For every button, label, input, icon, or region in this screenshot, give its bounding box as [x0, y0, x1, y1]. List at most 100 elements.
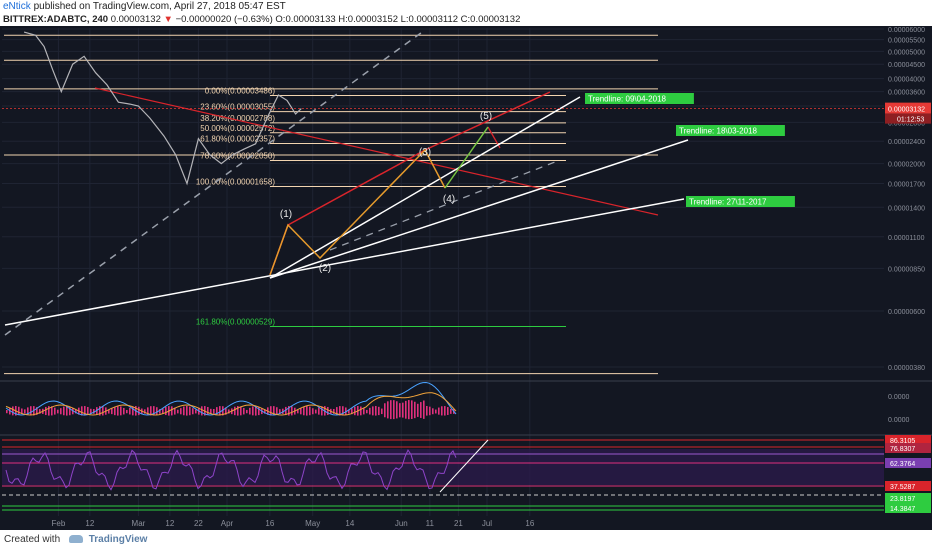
- macd-histogram-bar: [183, 406, 185, 416]
- x-tick-label: Apr: [221, 519, 234, 528]
- y-tick-label: 0.00000380: [888, 365, 925, 372]
- y-tick-label: 0.00001100: [888, 235, 925, 242]
- rsi-tick-label: 86.3105: [890, 438, 915, 445]
- macd-histogram-bar: [423, 400, 425, 419]
- macd-histogram-bar: [438, 407, 440, 415]
- macd-histogram-bar: [417, 403, 419, 417]
- macd-histogram-bar: [402, 402, 404, 418]
- macd-histogram-bar: [315, 409, 317, 414]
- macd-histogram-bar: [336, 407, 338, 415]
- macd-histogram-bar: [432, 408, 434, 415]
- fib-level-label: 78.60%(0.00002050): [200, 152, 275, 161]
- wave-label: (3): [419, 147, 431, 158]
- macd-histogram-bar: [279, 409, 281, 414]
- rsi-band: [2, 449, 884, 485]
- macd-histogram-bar: [246, 409, 248, 414]
- macd-histogram-bar: [120, 406, 122, 416]
- x-tick-label: 22: [194, 519, 203, 528]
- rsi-tick-badge: [885, 481, 931, 491]
- macd-histogram-bar: [342, 406, 344, 416]
- fib-level-label: 38.20%(0.00002788): [200, 114, 275, 123]
- macd-histogram-bar: [351, 408, 353, 415]
- macd-histogram-bar: [75, 409, 77, 414]
- symbol-line: BITTREX:ADABTC, 240 0.00003132 ▼ −0.0000…: [3, 14, 520, 25]
- trendline-label-box: [676, 125, 785, 136]
- trendline-label-box: [686, 196, 795, 207]
- macd-histogram-bar: [138, 406, 140, 416]
- macd-histogram-bar: [144, 409, 146, 414]
- price-line: [23, 31, 302, 186]
- macd-histogram-bar: [258, 406, 260, 416]
- macd-histogram-bar: [39, 409, 41, 414]
- macd-histogram-bar: [393, 400, 395, 420]
- macd-histogram-bar: [234, 406, 236, 416]
- macd-histogram-bar: [159, 409, 161, 414]
- price-axis-area: [884, 26, 932, 530]
- macd-histogram-bar: [129, 407, 131, 415]
- macd-histogram-bar: [387, 401, 389, 419]
- wave-label: (1): [280, 209, 292, 220]
- macd-histogram-bar: [66, 406, 68, 416]
- macd-tick-label: 0.0000: [888, 417, 910, 424]
- y-tick-label: 0.00003600: [888, 90, 925, 97]
- down-arrow-icon: ▼: [163, 14, 173, 25]
- macd-histogram-bar: [441, 406, 443, 416]
- published-text: published on TradingView.com, April 27, …: [33, 1, 286, 12]
- macd-histogram-bar: [369, 407, 371, 415]
- macd-histogram-bar: [381, 408, 383, 415]
- y-tick-label: 0.00005500: [888, 38, 925, 45]
- wave-path-green: [444, 126, 489, 189]
- macd-histogram-bar: [408, 400, 410, 420]
- macd-histogram-bar: [429, 406, 431, 416]
- wave-label: (5): [480, 111, 492, 122]
- trendline-label-box: [585, 93, 694, 104]
- macd-histogram-bar: [60, 408, 62, 415]
- macd-histogram-bar: [150, 406, 152, 416]
- x-tick-label: Feb: [52, 519, 66, 528]
- macd-histogram-bar: [111, 408, 113, 415]
- macd-histogram-bar: [81, 406, 83, 416]
- rsi-tick-label: 76.8307: [890, 446, 915, 453]
- fib-level-label: 0.00%(0.00003486): [205, 87, 276, 96]
- macd-histogram-bar: [102, 406, 104, 416]
- y-tick-label: 0.00005000: [888, 49, 925, 56]
- macd-histogram-bar: [219, 406, 221, 416]
- macd-histogram-bar: [228, 409, 230, 414]
- macd-histogram-bar: [420, 402, 422, 418]
- wave-path-orange: [269, 148, 446, 276]
- y-tick-label: 0.00004000: [888, 77, 925, 84]
- macd-histogram-bar: [303, 406, 305, 416]
- tradingview-brand[interactable]: TradingView: [88, 534, 148, 545]
- macd-histogram-bar: [327, 407, 329, 415]
- last-price: 0.00003132: [110, 14, 161, 25]
- macd-histogram-bar: [213, 409, 215, 414]
- macd-histogram-bar: [384, 403, 386, 418]
- macd-histogram-bar: [345, 407, 347, 415]
- countdown-label: 01:12:53: [897, 117, 924, 124]
- macd-histogram-bar: [216, 407, 218, 415]
- macd-histogram-bar: [132, 406, 134, 416]
- rsi-line: [5, 449, 457, 491]
- white-trendline: [269, 96, 581, 279]
- y-tick-label: 0.00002000: [888, 162, 925, 169]
- macd-histogram-bar: [201, 406, 203, 416]
- x-tick-label: 16: [525, 519, 534, 528]
- macd-histogram-bar: [186, 406, 188, 416]
- macd-histogram-bar: [405, 400, 407, 419]
- wave-label: (4): [443, 194, 455, 205]
- rsi-tick-badge: [885, 493, 931, 503]
- macd-histogram-bar: [99, 406, 101, 416]
- white-trendline: [4, 198, 685, 326]
- trendline-label: Trendline: 27\11-2017: [689, 198, 767, 207]
- macd-histogram-bar: [270, 406, 272, 416]
- author-link[interactable]: eNtick: [3, 1, 31, 12]
- macd-histogram-bar: [285, 406, 287, 416]
- macd-histogram-bar: [291, 406, 293, 416]
- macd-histogram-bar: [90, 408, 92, 414]
- macd-histogram-bar: [249, 407, 251, 415]
- macd-histogram-bar: [207, 406, 209, 416]
- rsi-tick-label: 62.3764: [890, 461, 915, 468]
- last-price-badge: [885, 102, 931, 114]
- macd-histogram-bar: [93, 409, 95, 414]
